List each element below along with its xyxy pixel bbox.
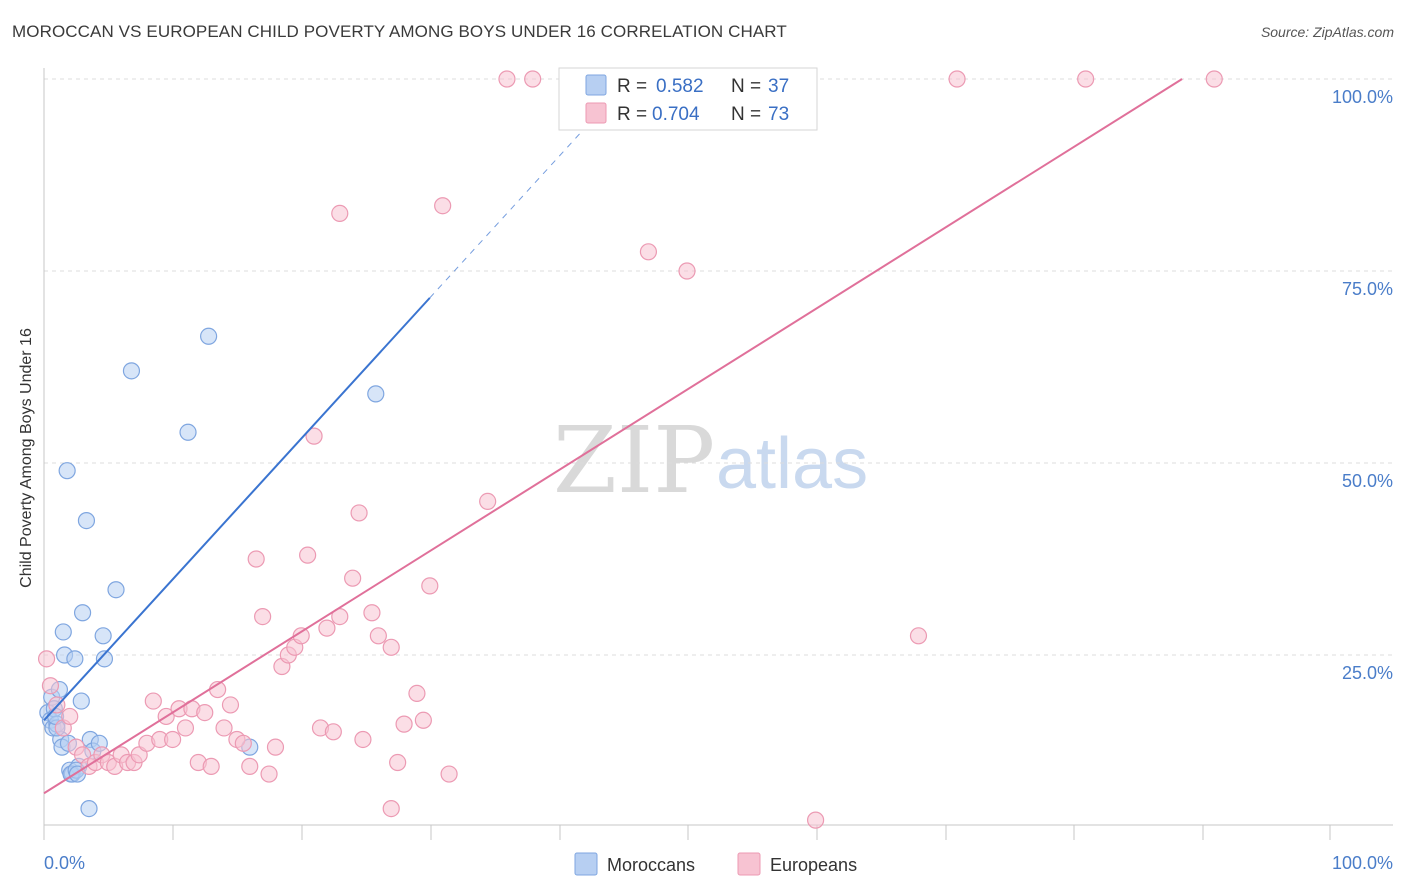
european-point-45 — [324, 723, 342, 741]
european-point-17 — [144, 692, 162, 710]
legend-r-label-europeans: R = — [617, 104, 647, 125]
moroccan-point-25 — [179, 423, 197, 441]
moroccan-point-16 — [73, 604, 92, 622]
european-point-33 — [247, 550, 265, 568]
series-moroccans — [39, 327, 385, 818]
legend-bottom-label-moroccans: Moroccans — [607, 855, 695, 875]
european-point-50 — [363, 604, 381, 622]
x-tick-label-max: 100.0% — [1332, 853, 1393, 873]
european-point-59 — [440, 765, 458, 783]
legend-swatch-europeans — [585, 102, 607, 124]
trend-lines — [43, 78, 1183, 795]
legend-bottom-swatch-moroccans — [574, 852, 598, 876]
european-point-49 — [354, 730, 372, 749]
moroccan-point-26 — [200, 327, 218, 345]
moroccan-point-17 — [77, 511, 96, 530]
moroccan-point-28 — [367, 385, 385, 403]
y-tick-label-100: 100.0% — [1332, 87, 1393, 107]
european-point-28 — [215, 719, 233, 737]
x-tick-label-min: 0.0% — [44, 853, 85, 873]
european-point-61 — [331, 204, 349, 222]
european-point-71 — [1077, 70, 1095, 88]
moroccan-point-8 — [54, 623, 72, 641]
moroccan-point-10 — [58, 462, 76, 480]
x-axis-ticks — [43, 825, 1331, 840]
european-point-60 — [479, 492, 497, 510]
european-point-63 — [678, 262, 696, 280]
european-point-34 — [254, 607, 272, 626]
european-point-20 — [164, 730, 182, 749]
legend-bottom-swatch-europeans — [737, 852, 761, 876]
moroccan-point-15 — [72, 692, 90, 710]
gridlines — [44, 78, 1393, 656]
legend-r-value-europeans: 0.704 — [652, 104, 700, 125]
watermark-atlas: atlas — [716, 424, 868, 504]
y-tick-label-25: 25.0% — [1342, 663, 1393, 683]
trend-line-moroccans — [43, 297, 431, 721]
y-tick-label-50: 50.0% — [1342, 471, 1393, 491]
legend-top: R = 0.582 N = 37 R = 0.704 N = 73 — [558, 67, 818, 131]
european-point-4 — [61, 707, 79, 726]
european-point-47 — [344, 569, 362, 587]
trend-line-europeans — [43, 78, 1183, 795]
european-point-68 — [524, 70, 542, 88]
european-point-22 — [176, 719, 195, 737]
european-point-31 — [234, 734, 252, 752]
european-point-72 — [1205, 70, 1223, 88]
moroccan-point-23 — [107, 581, 125, 599]
moroccan-point-33 — [80, 799, 98, 818]
european-point-66 — [806, 811, 825, 829]
european-point-65 — [909, 627, 928, 645]
european-point-51 — [369, 627, 387, 645]
moroccan-point-24 — [122, 362, 141, 380]
legend-bottom: Moroccans Europeans — [574, 852, 857, 876]
european-point-58 — [434, 197, 452, 215]
european-point-0 — [37, 650, 56, 668]
chart-title: MOROCCAN VS EUROPEAN CHILD POVERTY AMONG… — [12, 22, 787, 41]
legend-swatch-moroccans — [585, 74, 607, 96]
legend-n-label-europeans: N = — [731, 104, 761, 125]
european-point-1 — [41, 677, 60, 695]
european-point-55 — [408, 684, 426, 703]
chart-source: Source: ZipAtlas.com — [1260, 24, 1394, 40]
legend-n-value-europeans: 73 — [768, 104, 789, 125]
european-point-36 — [266, 738, 285, 756]
european-point-57 — [421, 577, 439, 595]
legend-bottom-label-europeans: Europeans — [770, 855, 857, 875]
european-point-32 — [241, 757, 259, 775]
european-point-67 — [498, 70, 516, 88]
y-axis-tick-labels: 25.0% 50.0% 75.0% 100.0% — [1332, 87, 1393, 683]
legend-n-label-moroccans: N = — [731, 76, 761, 97]
moroccan-point-22 — [95, 650, 114, 668]
european-point-44 — [318, 619, 336, 637]
legend-r-label-moroccans: R = — [617, 76, 647, 97]
european-point-62 — [639, 243, 658, 261]
european-point-56 — [414, 711, 432, 729]
european-point-48 — [350, 504, 368, 522]
european-point-25 — [196, 703, 214, 722]
european-point-64 — [382, 799, 400, 818]
watermark-zip: ZIP — [553, 407, 715, 514]
european-point-26 — [202, 757, 220, 775]
legend-n-value-moroccans: 37 — [768, 76, 789, 97]
european-point-53 — [389, 753, 407, 772]
y-tick-label-75: 75.0% — [1342, 279, 1393, 299]
european-point-41 — [299, 546, 317, 564]
european-point-35 — [260, 765, 278, 783]
legend-r-value-moroccans: 0.582 — [656, 76, 704, 97]
european-point-70 — [948, 70, 966, 88]
european-point-42 — [305, 427, 323, 445]
series-europeans — [37, 70, 1223, 829]
moroccan-point-13 — [66, 650, 84, 668]
moroccan-point-21 — [94, 627, 112, 645]
european-point-52 — [382, 638, 400, 656]
european-point-29 — [221, 696, 240, 714]
european-point-54 — [395, 715, 413, 733]
